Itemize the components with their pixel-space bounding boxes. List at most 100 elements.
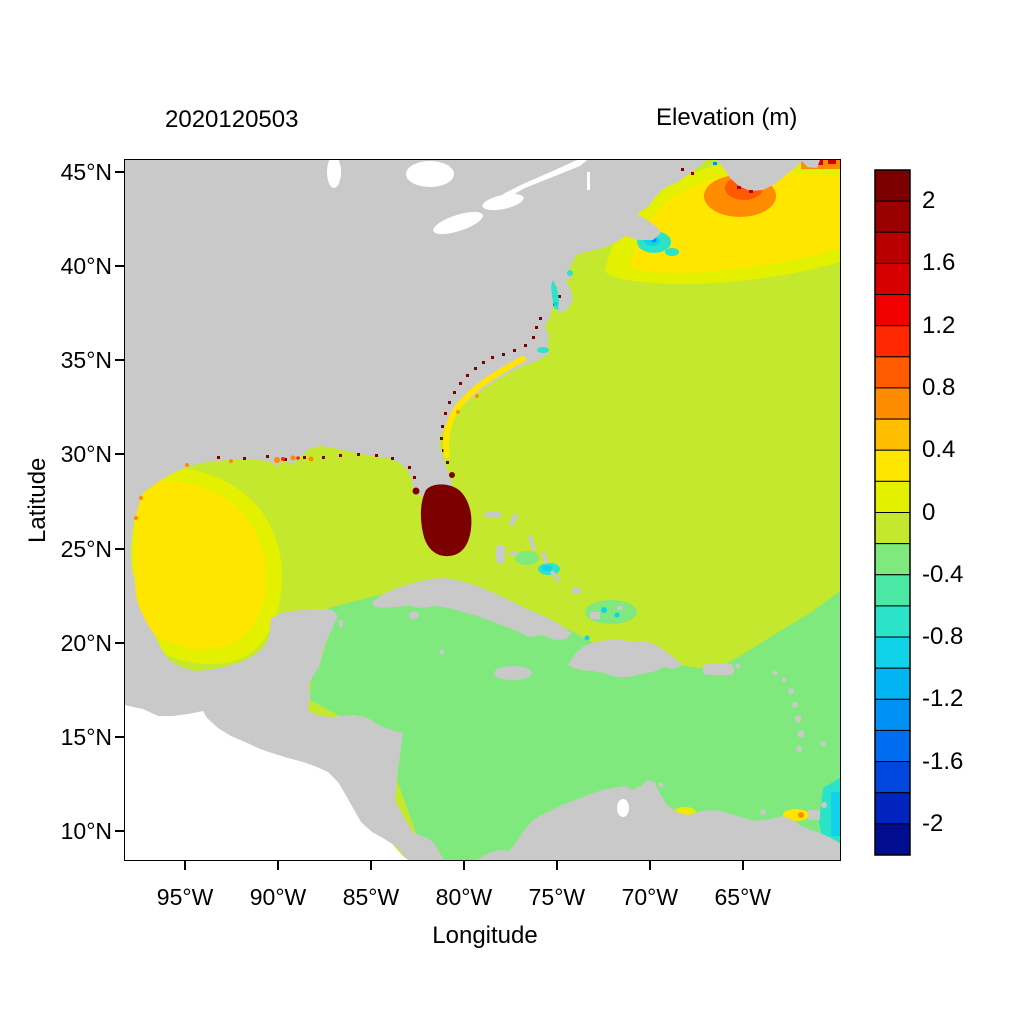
colorbar (874, 169, 911, 856)
run-timestamp-title: 2020120503 (165, 106, 299, 133)
colorbar-cell (874, 356, 911, 389)
y-axis-tick-label: 35°N (60, 347, 112, 374)
colorbar-cell (874, 231, 911, 264)
y-axis-tick (115, 735, 124, 738)
colorbar-cell (874, 698, 911, 731)
colorbar-cell (874, 667, 911, 700)
north-gulf-red-dots (281, 456, 300, 461)
colorbar-cells (874, 169, 911, 856)
caribbean-region (310, 586, 840, 860)
x-axis-tick (184, 861, 187, 870)
maine-blue-dot (713, 162, 717, 165)
x-axis-tick (741, 861, 744, 870)
delaware-bay-low (567, 270, 573, 276)
colorbar-tick-label: 2 (922, 187, 936, 215)
land-cuba (372, 578, 572, 640)
pacific-no-data-region (125, 700, 408, 860)
colorbar-title: Elevation (m) (656, 104, 798, 131)
colorbar-tick-label: 0.8 (922, 373, 956, 401)
pamlico-sound-low (537, 347, 549, 353)
y-axis-tick (115, 453, 124, 456)
y-axis-tick-label: 20°N (60, 629, 112, 656)
land-nova-scotia (717, 160, 804, 191)
land-cayman (439, 649, 445, 655)
colorbar-cell (874, 387, 911, 420)
colorbar-cell (874, 574, 911, 607)
land-layer (125, 160, 840, 860)
x-axis-tick-label: 95°W (156, 884, 214, 910)
colorbar-cell (874, 605, 911, 638)
colorbar-cell (874, 512, 911, 545)
land-isla-juventud (409, 611, 419, 619)
colorbar-tick-label: -0.8 (922, 623, 964, 651)
y-axis-tick-label: 15°N (60, 723, 112, 750)
colorbar-tick-label: 1.2 (922, 311, 956, 339)
georgia-bight-yellow-fringe (443, 356, 526, 458)
colorbar-cell (874, 729, 911, 763)
lake-champlain (587, 172, 590, 190)
y-axis-tick-label: 30°N (60, 441, 112, 468)
y-axis-tick (115, 641, 124, 644)
colorbar-tick-label: 0.4 (922, 436, 956, 464)
y-axis-tick-label: 40°N (60, 253, 112, 280)
colorbar-tick-label: 0 (922, 498, 936, 526)
lake-ontario (482, 193, 524, 211)
colorbar-cell (874, 823, 911, 856)
colorbar-cell (874, 200, 911, 233)
x-axis-tick (277, 861, 279, 870)
colorbar-cell (874, 761, 911, 794)
bahamas-cyan-dots (542, 565, 620, 641)
colorbar-tick-label: -2 (922, 809, 944, 837)
x-axis-tick-label: 80°W (435, 884, 493, 910)
nova-scotia-red-cells (737, 186, 753, 193)
x-axis-tick-label: 90°W (249, 884, 307, 910)
y-axis-tick (115, 359, 124, 362)
x-axis-label: Longitude (432, 922, 538, 949)
north-gulf-orange-dots (134, 394, 479, 520)
x-axis-tick-label: 85°W (342, 884, 400, 910)
y-axis-tick (115, 830, 124, 832)
colorbar-cell (874, 169, 911, 202)
colorbar-cell (874, 543, 911, 576)
elevation-map (125, 160, 840, 860)
y-axis-tick-label: 10°N (60, 818, 112, 844)
lake-maracaibo (617, 799, 629, 817)
chesapeake-cyan-dot (554, 302, 558, 306)
colorbar-cell (874, 418, 911, 451)
land-hispaniola (568, 640, 682, 677)
y-axis-tick (115, 547, 124, 550)
lake-huron (406, 161, 454, 187)
y-axis-tick-label: 25°N (60, 535, 112, 562)
x-axis-tick-label: 70°W (621, 884, 679, 910)
colorbar-tick-label: -0.4 (922, 560, 964, 588)
land-jamaica (494, 666, 532, 680)
x-axis-tick (462, 861, 465, 870)
gulf-of-maine-yellow-region (630, 170, 840, 273)
lake-michigan (327, 160, 341, 188)
x-axis-tick-label: 75°W (528, 884, 586, 910)
colorbar-tick-label: -1.6 (922, 747, 964, 775)
colorbar-cell (874, 792, 911, 825)
y-axis-tick (115, 171, 124, 174)
colorbar-tick-label: -1.2 (922, 685, 964, 713)
lake-erie (433, 211, 483, 235)
land-puerto-rico (703, 664, 734, 675)
land-lesser-antilles (635, 663, 827, 820)
x-axis-tick (648, 861, 651, 870)
colorbar-cell (874, 325, 911, 358)
y-axis-tick-label: 45°N (60, 159, 112, 186)
south-florida-surge-region (420, 484, 472, 557)
colorbar-cell (874, 294, 911, 327)
st-lawrence-river (503, 160, 587, 198)
trinidad-orange-dot (798, 812, 804, 818)
colorbar-frame (874, 169, 911, 856)
land-south-america (477, 780, 840, 860)
colorbar-cell (874, 262, 911, 296)
land-bahamas (485, 512, 623, 619)
x-axis-tick (555, 861, 558, 870)
colorbar-tick-label: 1.6 (922, 249, 956, 277)
land-north-central-america (125, 160, 706, 860)
y-axis-tick (115, 265, 124, 268)
plot-frame (124, 159, 841, 861)
